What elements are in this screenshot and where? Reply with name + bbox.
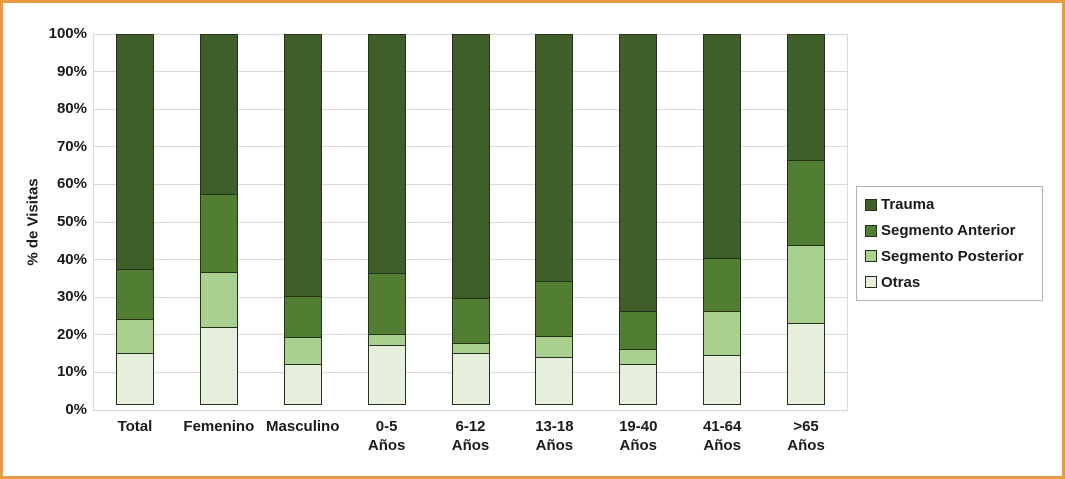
legend-label: Segmento Anterior [881,222,1016,240]
bar-segment-otras [451,352,490,406]
bar-segment-trauma [535,34,574,283]
bar-segment-segmento-posterior [703,311,742,357]
y-tick-label-100: 100% [48,25,87,42]
bar->65-años [787,34,826,410]
bar-segment-trauma [115,34,154,271]
x-axis-label->65-años: >65 Años [787,418,825,454]
bar-segment-trauma [199,34,238,196]
bar-13-18-años [535,34,574,410]
bar-segment-segmento-anterior [367,273,406,336]
bar-segment-segmento-anterior [115,269,154,321]
bar-segment-segmento-anterior [619,310,658,351]
bar-segment-trauma [703,34,742,260]
legend-item-segmento-anterior: Segmento Anterior [865,222,1034,239]
y-tick-label-90: 90% [56,62,87,80]
bar-segment-segmento-posterior [115,318,154,355]
y-tick-label-10: 10% [56,363,87,381]
bar-segment-segmento-posterior [619,348,658,366]
x-axis-label-41-64-años: 41-64 Años [702,418,742,454]
bar-segment-segmento-anterior [451,297,490,345]
bar-segment-segmento-anterior [787,160,826,247]
bar-segment-segmento-anterior [283,295,322,339]
y-tick-label-20: 20% [56,325,87,343]
y-tick-label-60: 60% [56,175,87,193]
x-axis-label-13-18-años: 13-18 Años [535,418,574,454]
bar-segment-segmento-posterior [199,271,238,329]
bar-segment-segmento-anterior [199,194,238,274]
bar-segment-otras [619,364,658,406]
bar-segment-segmento-anterior [703,258,742,313]
bar-segment-otras [199,326,238,406]
bar-segment-otras [283,364,322,406]
bar-segment-trauma [283,34,322,298]
bar-segment-otras [367,345,406,406]
x-axis-label-masculino: Masculino [266,418,340,435]
bar-19-40-años [619,34,658,410]
y-tick-label-40: 40% [56,250,87,268]
legend-item-segmento-posterior: Segmento Posterior [865,248,1034,265]
bar-femenino [199,34,238,410]
x-axis-label-total: Total [117,418,153,435]
legend-swatch-segmento-anterior [865,224,877,237]
legend-item-otras: Otras [865,274,1034,291]
x-axis-label-0-5-años: 0-5 Años [367,418,406,454]
y-tick-label-50: 50% [56,213,87,230]
y-tick-label-30: 30% [56,288,87,306]
x-axis-label-19-40-años: 19-40 Años [619,418,658,454]
plot-right-edge [847,34,848,410]
gridline-0 [93,409,848,411]
bar-6-12-años [451,34,490,410]
legend-label: Otras [881,273,921,291]
bar-segment-otras [787,322,826,406]
legend-swatch-segmento-posterior [865,250,877,263]
legend-label: Segmento Posterior [881,247,1024,265]
bar-segment-segmento-posterior [535,335,574,359]
bar-segment-trauma [787,34,826,162]
bar-0-5-años [367,34,406,410]
bar-41-64-años [703,34,742,410]
bar-segment-trauma [619,34,658,313]
x-axis-label-6-12-años: 6-12 Años [451,418,490,454]
y-tick-label-70: 70% [56,137,87,155]
legend-swatch-otras [865,276,877,289]
legend-swatch-trauma [865,198,877,211]
bar-segment-trauma [451,34,490,300]
bar-segment-otras [115,352,154,406]
x-axis-label-femenino: Femenino [183,418,255,435]
y-tick-label-0: 0% [65,401,87,418]
legend-label: Trauma [881,196,935,214]
bar-segment-segmento-posterior [283,337,322,366]
plot-area [93,33,848,411]
bar-segment-otras [703,354,742,406]
y-axis-line [93,34,94,410]
bar-segment-segmento-anterior [535,280,574,338]
bar-segment-segmento-posterior [787,245,826,325]
legend-item-trauma: Trauma [865,196,1034,213]
legend: Trauma Segmento Anterior Segmento Posterio… [856,186,1043,301]
bar-total [115,34,154,410]
y-tick-label-80: 80% [56,100,87,118]
bar-segment-otras [535,356,574,406]
bar-masculino [283,34,322,410]
bar-segment-trauma [367,34,406,275]
